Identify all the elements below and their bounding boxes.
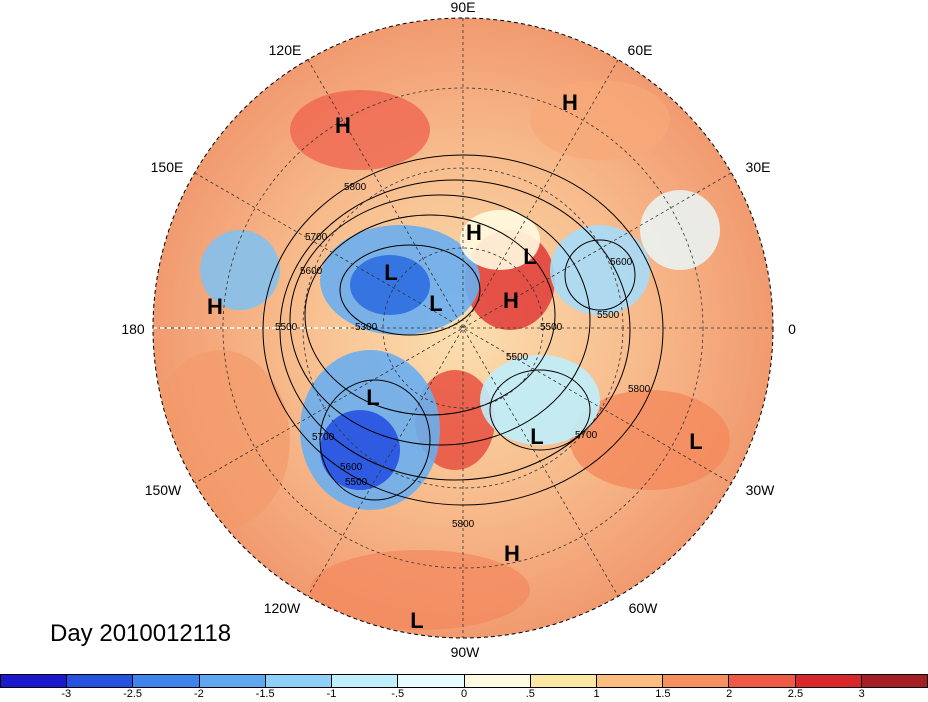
contour-label: 5600 xyxy=(340,462,363,473)
pressure-center: H xyxy=(504,541,520,566)
colorbar-swatch xyxy=(265,675,333,687)
pressure-center: L xyxy=(530,424,543,449)
colorbar-swatch xyxy=(861,675,928,687)
lon-label-90w: 90W xyxy=(451,644,481,660)
pressure-center: L xyxy=(410,608,423,633)
pressure-center: H xyxy=(207,294,223,319)
pressure-center: L xyxy=(366,385,379,410)
colorbar-swatch xyxy=(530,675,597,687)
colorbar-tick-label: -3 xyxy=(61,688,72,700)
contour-label: 5800 xyxy=(344,182,367,193)
lon-label-150e: 150E xyxy=(151,159,184,175)
colorbar-tick-label: 3 xyxy=(858,688,865,700)
colorbar-swatch xyxy=(67,675,134,687)
colorbar-tick-label: -.5 xyxy=(391,688,405,700)
contour-label: 5600 xyxy=(300,266,323,277)
lon-label-30w: 30W xyxy=(746,482,776,498)
colorbar-tick-label: 1 xyxy=(593,688,600,700)
lon-label-120w: 120W xyxy=(264,600,301,616)
lon-label-0: 0 xyxy=(788,321,796,337)
day-label: Day 2010012118 xyxy=(50,620,232,647)
map-boundary xyxy=(152,17,774,639)
colorbar-tick-label: 0 xyxy=(460,688,468,700)
colorbar-swatch xyxy=(795,675,862,687)
colorbar-tick-label: 2 xyxy=(726,688,733,700)
contour-label: 5500 xyxy=(506,352,529,363)
anomaly-field xyxy=(153,18,773,638)
lon-label-120e: 120E xyxy=(269,42,302,58)
lon-label-90e: 90E xyxy=(451,0,476,15)
colorbar-tick-labels: -3 -2.5 -2 -1.5 -1 -.5 0 .5 1 1.5 2 2.5 3 xyxy=(0,688,928,702)
lon-label-180: 180 xyxy=(121,321,145,337)
colorbar-tick-label: -1.5 xyxy=(255,688,275,700)
pressure-center: H xyxy=(562,90,578,115)
contour-label: 5500 xyxy=(345,477,368,488)
lon-label-60w: 60W xyxy=(629,600,659,616)
contour-label: 5700 xyxy=(575,430,598,441)
pressure-center: L xyxy=(689,429,702,454)
polar-map: 90E 120E 60E 150E 30E 180 0 150W 30W 120… xyxy=(121,0,796,660)
colorbar-tick-label: -2 xyxy=(193,688,204,700)
pressure-center: H xyxy=(335,113,351,138)
lon-label-30e: 30E xyxy=(746,159,771,175)
colorbar-swatch xyxy=(596,675,664,687)
colorbar-swatch xyxy=(464,675,531,687)
contour-label: 5300 xyxy=(355,322,378,333)
colorbar-tick-label: .5 xyxy=(525,688,535,700)
contour-label: 5700 xyxy=(312,432,335,443)
contour-label: 5500 xyxy=(275,322,298,333)
colorbar-tick-label: -2.5 xyxy=(123,688,143,700)
colorbar-swatch xyxy=(663,675,730,687)
lon-label-60e: 60E xyxy=(628,42,653,58)
pressure-center: L xyxy=(384,260,397,285)
contour-label: 5800 xyxy=(452,519,475,530)
contour-label: 5500 xyxy=(597,310,620,321)
colorbar-tick-label: 1.5 xyxy=(655,688,671,700)
colorbar-swatch xyxy=(729,675,796,687)
pressure-center: H xyxy=(503,288,519,313)
graticule xyxy=(153,18,773,638)
contour-label: 5800 xyxy=(628,384,651,395)
colorbar-swatch xyxy=(398,675,465,687)
lon-label-150w: 150W xyxy=(145,482,182,498)
colorbar-tick-label: 2.5 xyxy=(787,688,804,700)
colorbar-tick-label: -1 xyxy=(326,688,337,700)
colorbar-swatch xyxy=(133,675,200,687)
colorbar-swatch xyxy=(332,675,399,687)
pressure-center: H xyxy=(466,220,482,245)
colorbar-swatch xyxy=(1,675,68,687)
colorbar-swatch xyxy=(199,675,266,687)
contour-label: 5600 xyxy=(610,257,633,268)
contour-label: 5500 xyxy=(540,322,563,333)
contour-label: 5700 xyxy=(305,232,328,243)
pressure-center: L xyxy=(429,291,442,316)
colorbar xyxy=(0,674,928,688)
pressure-center: L xyxy=(523,244,536,269)
